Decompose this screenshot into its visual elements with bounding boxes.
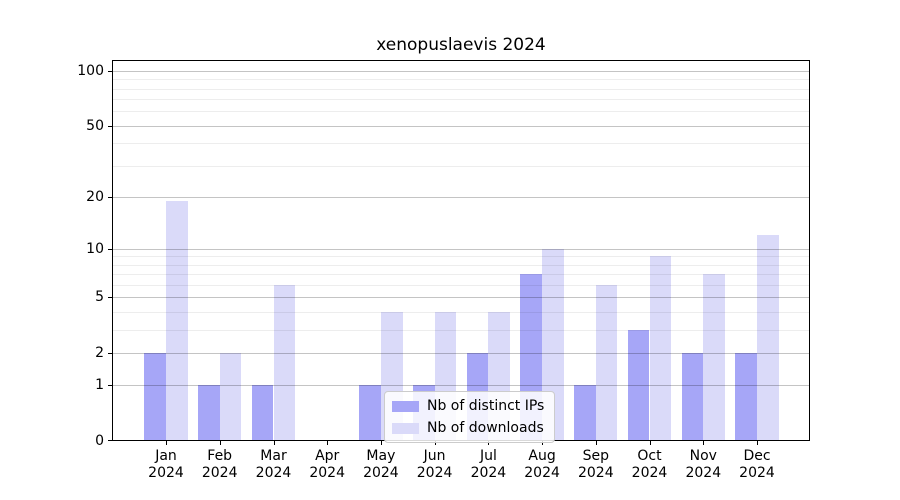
gridline-major-20 — [112, 196, 810, 198]
y-tick-label-20: 20 — [86, 188, 104, 205]
x-tick-nov-2024 — [703, 441, 705, 445]
x-tick-label-jan-2024: Jan 2024 — [148, 448, 184, 481]
x-tick-jun-2024 — [434, 441, 436, 445]
gridline-minor-90 — [112, 79, 810, 81]
y-tick-10 — [108, 248, 112, 250]
x-tick-label-sep-2024: Sep 2024 — [577, 448, 614, 481]
bar-nb-of-downloads-mar-2024 — [273, 285, 296, 441]
gridline-minor-4 — [112, 312, 810, 313]
gridline-major-50 — [112, 125, 810, 127]
gridline-minor-9 — [112, 256, 810, 258]
x-tick-label-mar-2024: Mar 2024 — [255, 448, 292, 481]
gridline-minor-60 — [112, 111, 810, 113]
x-tick-label-apr-2024: Apr 2024 — [309, 448, 345, 481]
bar-nb-of-distinct-ips-may-2024 — [359, 385, 381, 441]
bar-nb-of-downloads-dec-2024 — [757, 235, 779, 441]
x-tick-dec-2024 — [757, 441, 758, 445]
x-tick-mar-2024 — [273, 441, 275, 445]
x-tick-jan-2024 — [166, 441, 167, 445]
plot-area — [112, 60, 810, 441]
x-tick-aug-2024 — [542, 441, 544, 445]
y-tick-1 — [108, 385, 112, 387]
legend-item-downloads: Nb of downloads — [392, 420, 544, 436]
bar-nb-of-downloads-jan-2024 — [166, 200, 188, 441]
bar-nb-of-distinct-ips-mar-2024 — [251, 385, 274, 441]
gridline-minor-80 — [112, 88, 810, 90]
axis-spine-left — [112, 60, 113, 441]
bar-nb-of-distinct-ips-jan-2024 — [144, 352, 166, 441]
x-tick-apr-2024 — [327, 441, 329, 445]
x-tick-oct-2024 — [649, 441, 651, 445]
gridline-major-100 — [112, 71, 810, 72]
y-tick-label-100: 100 — [77, 63, 104, 79]
legend-item-distinct-ips: Nb of distinct IPs — [392, 398, 544, 414]
y-tick-50 — [108, 125, 112, 127]
y-tick-label-50: 50 — [86, 117, 104, 134]
bar-nb-of-downloads-nov-2024 — [703, 274, 725, 441]
x-tick-label-jun-2024: Jun 2024 — [416, 448, 453, 481]
legend-swatch-downloads — [392, 422, 419, 434]
gridline-minor-40 — [112, 143, 810, 145]
x-tick-label-feb-2024: Feb 2024 — [201, 448, 238, 481]
y-tick-0 — [108, 440, 112, 441]
x-tick-label-aug-2024: Aug 2024 — [524, 448, 560, 481]
gridline-minor-8 — [112, 264, 810, 266]
bar-nb-of-downloads-oct-2024 — [649, 256, 672, 441]
bar-nb-of-distinct-ips-sep-2024 — [574, 385, 596, 441]
legend-swatch-distinct-ips — [392, 400, 419, 412]
gridline-minor-3 — [112, 329, 810, 331]
gridline-major-5 — [112, 297, 810, 299]
chart-title: xenopuslaevis 2024 — [376, 35, 546, 55]
x-tick-sep-2024 — [595, 441, 597, 445]
y-tick-label-0: 0 — [95, 433, 104, 449]
gridline-major-1 — [112, 385, 810, 387]
x-tick-may-2024 — [380, 441, 382, 445]
axis-spine-top — [112, 60, 810, 61]
x-tick-label-may-2024: May 2024 — [363, 448, 399, 481]
bar-nb-of-distinct-ips-feb-2024 — [198, 385, 220, 441]
x-tick-feb-2024 — [219, 441, 221, 445]
gridline-minor-7 — [112, 274, 810, 276]
y-tick-label-10: 10 — [86, 240, 104, 257]
gridline-minor-70 — [112, 99, 810, 101]
y-tick-2 — [108, 352, 112, 354]
x-tick-label-oct-2024: Oct 2024 — [631, 448, 668, 481]
gridline-major-10 — [112, 248, 810, 250]
x-tick-jul-2024 — [488, 441, 490, 445]
gridline-minor-30 — [112, 165, 810, 167]
y-tick-label-1: 1 — [95, 377, 104, 394]
bar-nb-of-downloads-sep-2024 — [595, 285, 618, 441]
y-tick-5 — [108, 297, 112, 299]
gridline-minor-6 — [112, 285, 810, 286]
bar-nb-of-downloads-feb-2024 — [219, 352, 242, 441]
bar-nb-of-distinct-ips-nov-2024 — [681, 352, 704, 441]
x-tick-label-nov-2024: Nov 2024 — [685, 448, 722, 481]
y-tick-label-2: 2 — [95, 344, 104, 361]
legend-label-downloads: Nb of downloads — [427, 420, 544, 436]
legend-label-distinct-ips: Nb of distinct IPs — [427, 398, 545, 414]
bar-nb-of-distinct-ips-dec-2024 — [735, 352, 757, 441]
x-tick-label-jul-2024: Jul 2024 — [470, 448, 507, 481]
y-tick-label-5: 5 — [95, 289, 104, 306]
legend: Nb of distinct IPs Nb of downloads — [384, 391, 556, 443]
axis-spine-right — [809, 60, 810, 441]
y-tick-20 — [108, 196, 112, 198]
gridline-major-2 — [112, 352, 810, 354]
y-tick-100 — [108, 71, 112, 72]
x-tick-label-dec-2024: Dec 2024 — [739, 448, 775, 481]
